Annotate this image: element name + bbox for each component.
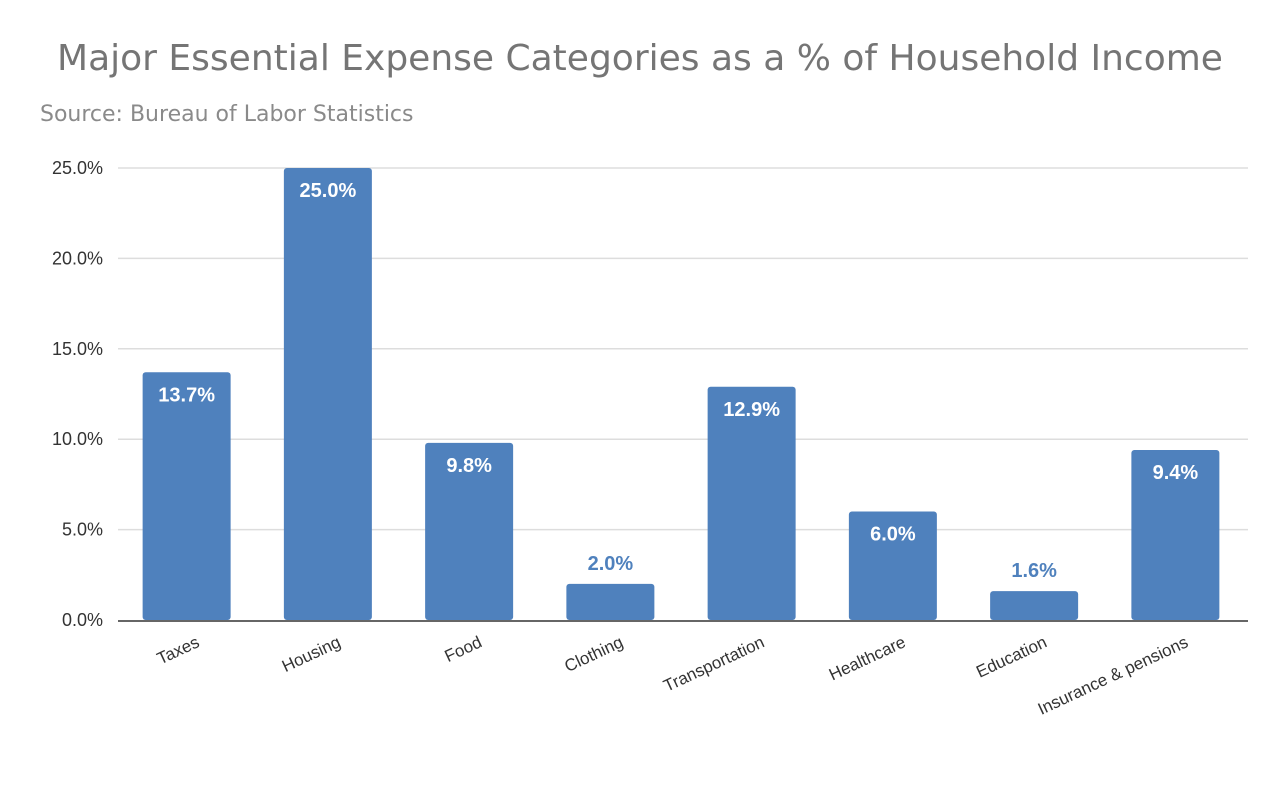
bar xyxy=(707,386,796,620)
data-label: 9.8% xyxy=(446,455,492,477)
category-label: Insurance & pensions xyxy=(1035,632,1191,718)
y-axis-ticks: 0.0% 5.0% 10.0% 15.0% 20.0% 25.0% xyxy=(52,158,103,630)
y-tick-label: 5.0% xyxy=(62,520,103,540)
data-labels: 13.7% 25.0% 9.8% 2.0% 12.9% 6.0% 1.6% 9.4% xyxy=(158,180,1198,582)
y-tick-label: 25.0% xyxy=(52,158,103,178)
y-tick-label: 20.0% xyxy=(52,248,103,268)
bars xyxy=(142,168,1220,620)
category-label: Transportation xyxy=(661,632,768,695)
y-tick-label: 10.0% xyxy=(52,429,103,449)
category-labels: Taxes Housing Food Clothing Transportation He… xyxy=(154,632,1191,718)
bar xyxy=(142,372,231,620)
bar xyxy=(283,168,372,620)
y-tick-label: 15.0% xyxy=(52,339,103,359)
category-label: Food xyxy=(442,632,485,666)
data-label: 6.0% xyxy=(870,524,916,546)
category-label: Healthcare xyxy=(826,632,909,684)
bar xyxy=(848,511,937,620)
bar xyxy=(990,591,1079,620)
data-label: 2.0% xyxy=(588,553,634,575)
chart-title: Major Essential Expense Categories as a … xyxy=(57,38,1223,79)
bar xyxy=(566,583,655,620)
data-label: 25.0% xyxy=(300,180,357,202)
category-label: Clothing xyxy=(562,632,627,676)
data-label: 9.4% xyxy=(1153,462,1199,484)
bar xyxy=(425,442,514,620)
data-label: 12.9% xyxy=(723,399,780,421)
y-tick-label: 0.0% xyxy=(62,610,103,630)
category-label: Housing xyxy=(279,632,344,676)
chart-subtitle: Source: Bureau of Labor Statistics xyxy=(40,102,414,127)
data-label: 1.6% xyxy=(1011,560,1057,582)
category-label: Taxes xyxy=(154,632,202,668)
bar xyxy=(1131,450,1220,620)
data-label: 13.7% xyxy=(158,384,215,406)
category-label: Education xyxy=(973,632,1050,681)
